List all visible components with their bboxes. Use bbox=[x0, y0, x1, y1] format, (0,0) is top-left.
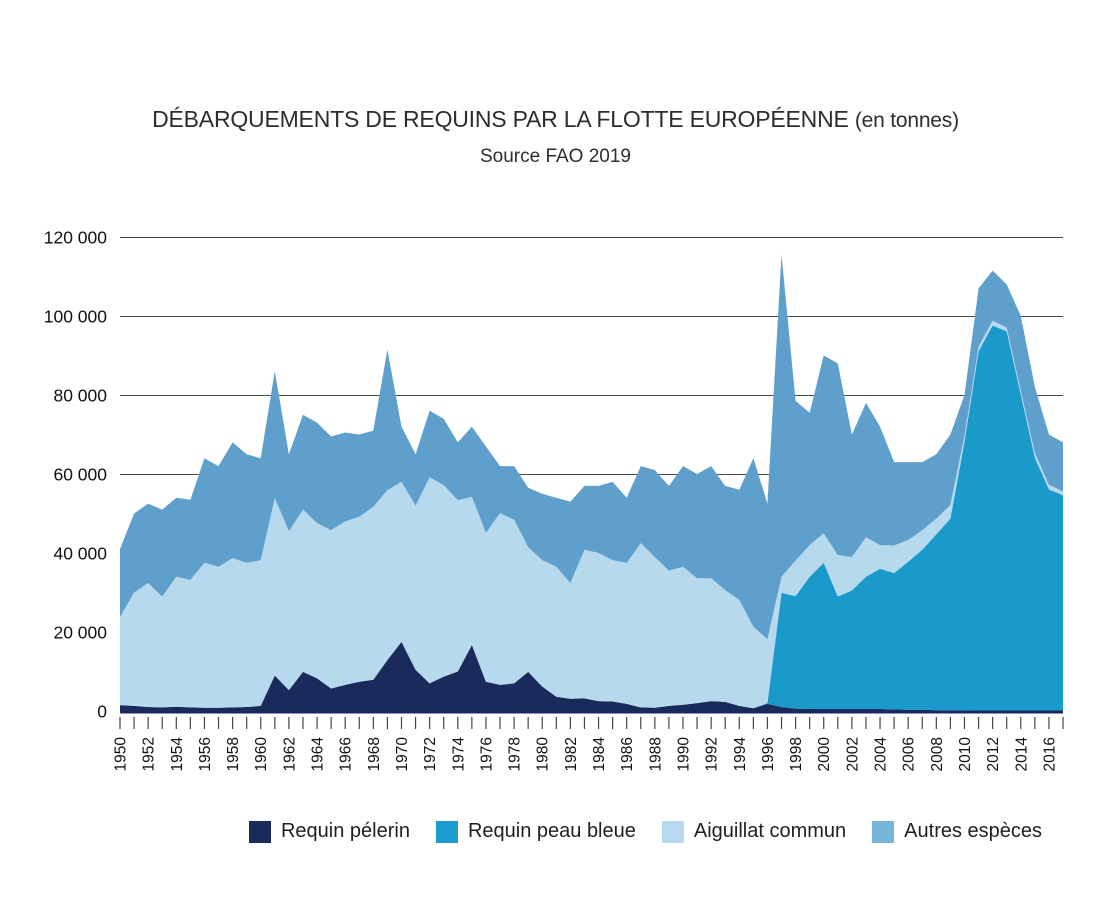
x-axis-label: 2002 bbox=[844, 737, 861, 771]
x-axis-label: 1990 bbox=[675, 737, 692, 772]
x-axis-label: 1974 bbox=[450, 737, 467, 772]
x-axis-label: 1956 bbox=[197, 737, 214, 771]
y-axis-label: 40 000 bbox=[53, 544, 107, 564]
x-axis-label: 1952 bbox=[141, 737, 158, 771]
x-axis-label: 1970 bbox=[394, 737, 411, 772]
x-axis-label: 1996 bbox=[760, 737, 777, 771]
x-axis-label: 1968 bbox=[366, 737, 383, 771]
x-axis-label: 1984 bbox=[591, 737, 608, 772]
page-title: DÉBARQUEMENTS DE REQUINS PAR LA FLOTTE E… bbox=[0, 106, 1111, 133]
legend-item-requin-peau-bleue: Requin peau bleue bbox=[435, 820, 636, 843]
x-axis-label: 1960 bbox=[253, 737, 270, 772]
x-axis-label: 2000 bbox=[816, 737, 833, 772]
x-axis-label: 1962 bbox=[281, 737, 298, 771]
legend-label: Requin pélerin bbox=[280, 820, 410, 842]
x-axis-label: 2010 bbox=[957, 737, 974, 772]
y-axis-label: 100 000 bbox=[44, 307, 108, 327]
x-axis-label: 1986 bbox=[619, 737, 636, 771]
y-axis-label: 20 000 bbox=[53, 623, 107, 643]
x-axis-label: 1958 bbox=[225, 737, 242, 771]
legend-swatch bbox=[872, 820, 895, 843]
x-axis-label: 2008 bbox=[929, 737, 946, 771]
legend-label: Requin peau bleue bbox=[467, 820, 636, 842]
legend-item-aiguillat-commun: Aiguillat commun bbox=[661, 820, 847, 843]
x-axis-label: 1994 bbox=[732, 737, 749, 772]
x-axis-label: 1972 bbox=[422, 737, 439, 771]
area-autres-esp-ces bbox=[120, 254, 1063, 640]
y-axis-label: 60 000 bbox=[53, 465, 107, 485]
area-aiguillat-commun bbox=[120, 320, 1063, 709]
x-axis-label: 2004 bbox=[873, 737, 890, 772]
x-axis-label: 1998 bbox=[788, 737, 805, 771]
legend-label: Autres espèces bbox=[904, 820, 1043, 842]
y-axis-label: 0 bbox=[97, 702, 107, 722]
legend-swatch bbox=[248, 820, 271, 843]
x-axis-label: 1954 bbox=[169, 737, 186, 772]
x-axis-label: 1982 bbox=[563, 737, 580, 771]
area-requin-peau-bleue bbox=[120, 325, 1063, 711]
x-axis-label: 1976 bbox=[478, 737, 495, 771]
legend-label: Aiguillat commun bbox=[693, 820, 847, 842]
y-axis-label: 80 000 bbox=[53, 386, 107, 406]
legend-swatch bbox=[661, 820, 684, 843]
legend-item-requin-p-lerin: Requin pélerin bbox=[248, 820, 410, 843]
chart-legend: Requin pélerin Requin peau bleue Aiguillat… bbox=[90, 820, 1111, 843]
x-axis-label: 2006 bbox=[901, 737, 918, 771]
page-title-main: DÉBARQUEMENTS DE REQUINS PAR LA FLOTTE E… bbox=[152, 106, 849, 132]
page-subtitle: Source FAO 2019 bbox=[479, 146, 632, 167]
x-axis-label: 1966 bbox=[338, 737, 355, 771]
x-axis-label: 1980 bbox=[535, 737, 552, 772]
y-axis-label: 120 000 bbox=[44, 228, 108, 248]
x-axis-label: 2012 bbox=[985, 737, 1002, 771]
legend-swatch bbox=[435, 820, 458, 843]
x-axis-label: 1992 bbox=[704, 737, 721, 771]
x-axis-label: 2014 bbox=[1013, 737, 1030, 772]
x-axis-label: 2016 bbox=[1041, 737, 1058, 771]
legend-item-autres-esp-ces: Autres espèces bbox=[872, 820, 1042, 843]
x-axis-label: 1950 bbox=[113, 737, 130, 772]
x-axis-label: 1964 bbox=[310, 737, 327, 772]
page-title-unit: (en tonnes) bbox=[854, 109, 959, 132]
x-axis-label: 1978 bbox=[507, 737, 524, 771]
x-axis-label: 1988 bbox=[647, 737, 664, 771]
area-requin-p-lerin bbox=[120, 641, 1063, 711]
